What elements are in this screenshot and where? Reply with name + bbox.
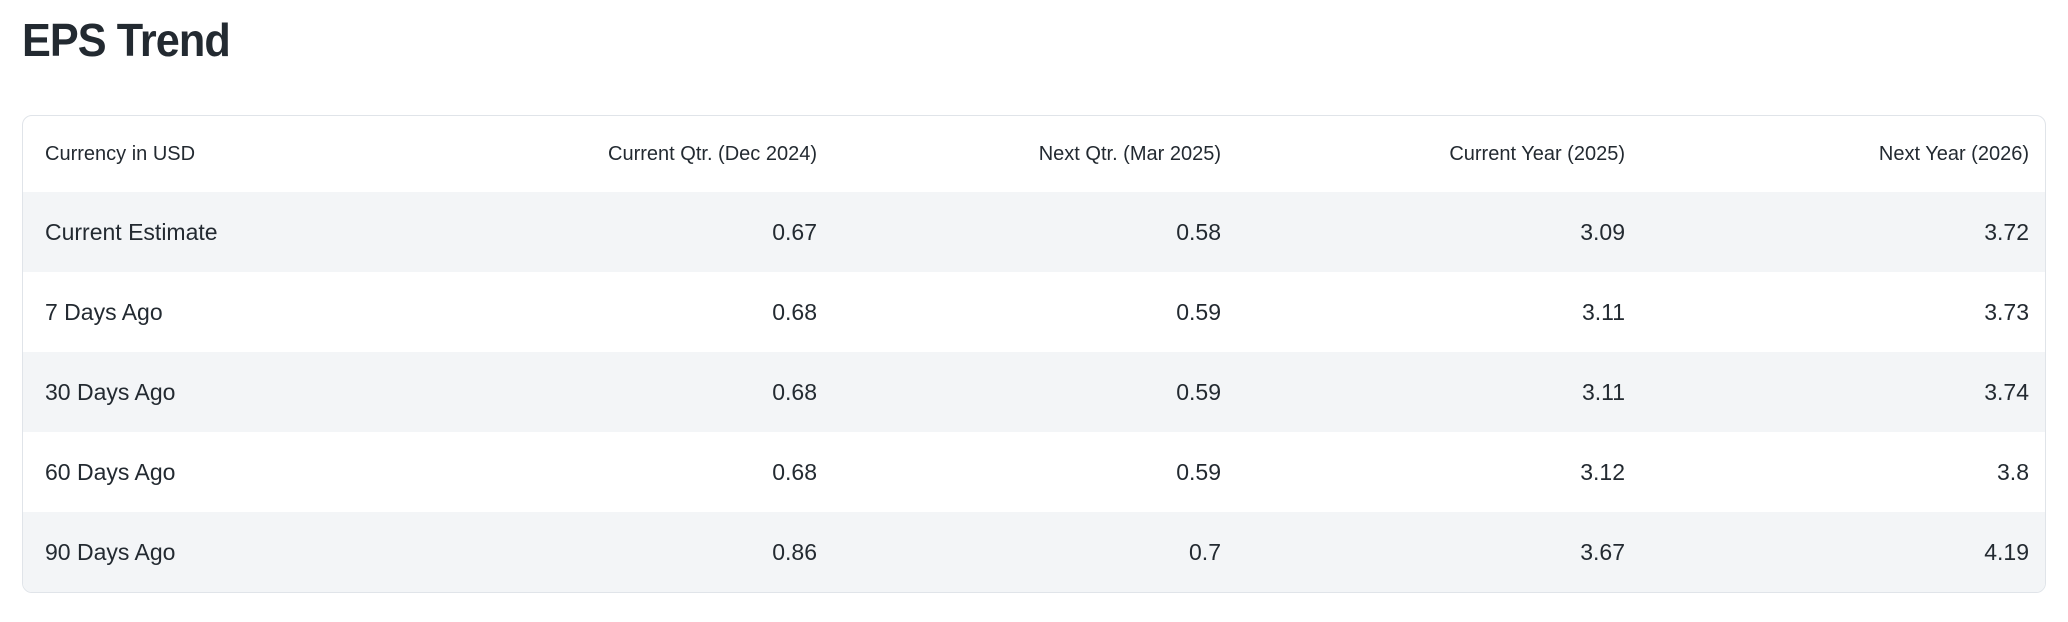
value-cell: 4.19 [1984, 538, 2029, 565]
value-cell: 0.59 [1176, 378, 1221, 405]
table-row-90-days-ago: 90 Days Ago 0.86 0.7 3.67 4.19 [23, 512, 2045, 592]
table-row-60-days-ago: 60 Days Ago 0.68 0.59 3.12 3.8 [23, 432, 2045, 512]
value-cell: 0.67 [772, 218, 817, 245]
value-cell: 0.68 [772, 378, 817, 405]
row-label-cell: 90 Days Ago [45, 538, 176, 565]
value-cell: 0.68 [772, 298, 817, 325]
value-cell: 3.74 [1984, 378, 2029, 405]
value-cell: 3.11 [1581, 378, 1625, 405]
value-cell: 0.59 [1176, 458, 1221, 485]
column-header-current-year: Current Year (2025) [1449, 142, 1625, 165]
row-label-cell: Current Estimate [45, 218, 218, 245]
value-cell: 3.72 [1984, 218, 2029, 245]
value-cell: 3.12 [1580, 458, 1625, 485]
value-cell: 3.09 [1580, 218, 1625, 245]
value-cell: 3.67 [1580, 538, 1625, 565]
eps-trend-table: Currency in USD Current Qtr. (Dec 2024) … [23, 116, 2045, 592]
value-cell: 0.7 [1189, 538, 1221, 565]
column-header-currency: Currency in USD [45, 142, 196, 165]
value-cell: 0.58 [1176, 218, 1221, 245]
column-header-current-qtr: Current Qtr. (Dec 2024) [608, 142, 817, 165]
column-header-next-qtr: Next Qtr. (Mar 2025) [1038, 142, 1221, 165]
value-cell: 3.11 [1581, 298, 1625, 325]
value-cell: 0.68 [772, 458, 817, 485]
value-cell: 0.59 [1176, 298, 1221, 325]
column-header-next-year: Next Year (2026) [1878, 142, 2029, 165]
eps-trend-card: Currency in USD Current Qtr. (Dec 2024) … [22, 115, 2046, 593]
value-cell: 3.73 [1984, 298, 2029, 325]
table-row-current-estimate: Current Estimate 0.67 0.58 3.09 3.72 [23, 192, 2045, 272]
value-cell: 0.86 [772, 538, 817, 565]
eps-trend-section: EPS Trend Currency in USD Current Qtr. (… [0, 14, 2068, 593]
table-row-30-days-ago: 30 Days Ago 0.68 0.59 3.11 3.74 [23, 352, 2045, 432]
row-label-cell: 30 Days Ago [45, 378, 176, 405]
section-title: EPS Trend [22, 14, 231, 66]
table-header-row: Currency in USD Current Qtr. (Dec 2024) … [23, 116, 2045, 192]
row-label-cell: 60 Days Ago [45, 458, 176, 485]
value-cell: 3.8 [1997, 458, 2029, 485]
table-row-7-days-ago: 7 Days Ago 0.68 0.59 3.11 3.73 [23, 272, 2045, 352]
row-label-cell: 7 Days Ago [45, 298, 163, 325]
